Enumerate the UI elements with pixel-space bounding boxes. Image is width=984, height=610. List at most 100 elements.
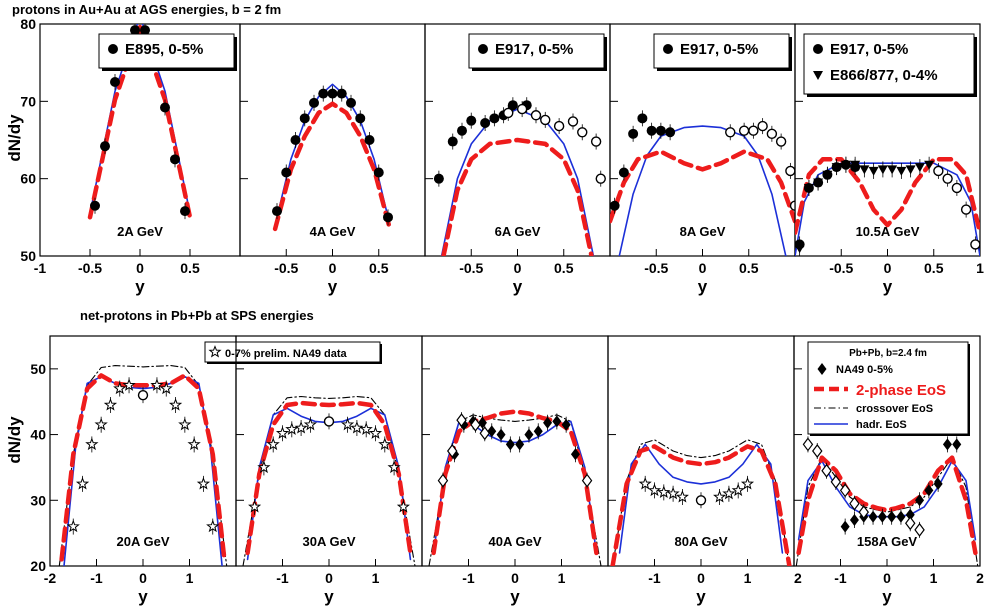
marker-group [802, 436, 962, 538]
data-point [725, 127, 736, 138]
x-axis-label: y [882, 587, 892, 606]
data-point [303, 417, 317, 431]
curve-group [272, 83, 393, 232]
data-point [722, 486, 736, 500]
curve-hadronic [618, 443, 784, 554]
data-point [160, 102, 170, 113]
data-point [638, 477, 652, 490]
top-ylabel: dN/dy [5, 114, 24, 162]
curve-crossover [795, 457, 979, 566]
data-point [655, 125, 666, 136]
data-point [905, 516, 916, 531]
data-point [887, 510, 897, 523]
data-point [951, 182, 963, 194]
x-tick-label: 0 [139, 570, 147, 586]
curve-group [610, 125, 795, 256]
data-point [646, 125, 657, 136]
data-point [294, 421, 308, 434]
panels-layer: 50 60 70 80 -1 -0.5 0 0.5 y 2A GeV E895, 0-5% -0.5 0… [20, 16, 984, 606]
x-tick-label: 0.5 [180, 260, 200, 276]
data-point [665, 127, 676, 138]
data-point [581, 473, 593, 488]
energy-text: 4A GeV [310, 224, 356, 239]
data-point [108, 44, 118, 54]
data-point [318, 88, 329, 99]
energy-text: 80A GeV [675, 534, 728, 549]
data-point [915, 494, 925, 507]
data-point [695, 495, 707, 506]
data-point [479, 426, 491, 441]
data-point [336, 88, 347, 99]
x-tick-label: 1 [558, 570, 566, 586]
energy-label: 40A GeV [489, 534, 542, 549]
data-point [90, 200, 100, 211]
x-tick-label: -1 [834, 570, 847, 586]
top-title: protons in Au+Au at AGS energies, b = 2 … [12, 2, 281, 17]
data-point [257, 460, 271, 474]
marker-group [433, 97, 606, 187]
y-tick-label: 80 [20, 16, 36, 32]
data-point [887, 165, 898, 175]
data-point [813, 178, 824, 188]
curve-two_phase [610, 444, 792, 566]
panel-1-3: -1 0 1 y 80A GeV [607, 335, 795, 606]
legend-frame [653, 33, 790, 69]
panel-0-3: -0.5 0 0.5 y 8A GeV E917, 0-5% [609, 23, 796, 296]
panel-0-4: -0.5 0 0.5 1 y 10.5A GeV E917, 0-5% E866/877, 0… [794, 23, 984, 296]
x-tick-label: 1 [930, 570, 938, 586]
x-tick-label: -0.5 [644, 260, 668, 276]
y-tick-label: 30 [30, 492, 46, 508]
data-point [299, 113, 310, 124]
legend-frame [803, 33, 975, 95]
legend-frame [98, 33, 235, 69]
data-point [618, 167, 629, 178]
data-point [831, 163, 842, 173]
data-point [487, 425, 497, 438]
x-axis-label: y [698, 277, 708, 296]
energy-text: 40A GeV [489, 534, 542, 549]
data-point [208, 345, 222, 358]
curve-group [795, 455, 979, 566]
data-point [924, 484, 934, 497]
legend-box: E917, 0-5% E866/877, 0-4% [803, 33, 977, 97]
data-point [480, 117, 491, 128]
data-point [206, 519, 220, 533]
x-tick-label: -0.5 [459, 260, 483, 276]
x-tick-label: -1 [90, 570, 103, 586]
energy-label: 4A GeV [310, 224, 356, 239]
data-point [150, 378, 164, 391]
data-point [275, 426, 290, 439]
data-point [785, 165, 795, 177]
x-tick-label: 0 [136, 260, 144, 276]
panel-0-2: -0.5 0 0.5 y 6A GeV E917, 0-5% [424, 23, 611, 296]
y-tick-label: 50 [30, 361, 46, 377]
panel-1-0: 20 30 40 50 -2 -1 0 1 y 20A GeV 0-7% prelim. NA49 … [30, 335, 382, 606]
energy-text: 30A GeV [303, 534, 356, 549]
data-point [180, 206, 190, 217]
data-point [868, 510, 878, 523]
x-tick-label: 0 [699, 260, 707, 276]
x-tick-label: -0.5 [829, 260, 853, 276]
x-tick-label: 2 [794, 570, 802, 586]
legend-box: E895, 0-5% [98, 33, 237, 71]
x-axis-label: y [328, 277, 338, 296]
data-point [248, 500, 262, 513]
data-point [905, 508, 915, 521]
data-point [561, 418, 571, 431]
data-point [663, 44, 673, 54]
panel-0-0: 50 60 70 80 -1 -0.5 0 0.5 y 2A GeV E895, 0-5% [20, 16, 241, 296]
x-tick-label: 1 [976, 260, 984, 276]
data-point [942, 173, 953, 184]
data-point [285, 422, 299, 435]
data-point [540, 114, 551, 126]
data-point [840, 520, 850, 533]
legend-label: crossover EoS [856, 403, 933, 415]
energy-label: 20A GeV [117, 534, 170, 549]
data-point [168, 398, 183, 411]
data-point [775, 136, 787, 147]
data-point [821, 463, 832, 478]
data-point [817, 363, 827, 375]
data-point [868, 166, 879, 176]
x-tick-label: 0.5 [739, 260, 759, 276]
